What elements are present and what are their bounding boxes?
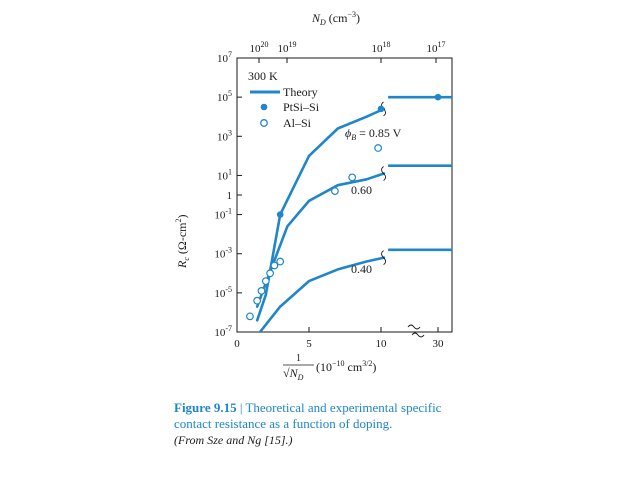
x-tick-label: 5 [306, 338, 312, 350]
curve-break-mark [381, 166, 387, 181]
y-tick-label: 10-1 [214, 207, 232, 222]
ptsi-point [377, 105, 385, 113]
y-tick-label: 10-7 [214, 324, 232, 339]
ptsi-point [434, 93, 442, 101]
legend-al-marker [260, 119, 268, 127]
figure-title: Theoretical and experimental specific co… [174, 400, 442, 431]
curve-label-085: ϕB = 0.85 V [345, 126, 402, 142]
figure-caption: Figure 9.15 | Theoretical and experiment… [174, 400, 474, 448]
plot-frame [236, 57, 453, 333]
y-tick-label: 10-3 [214, 246, 232, 261]
y-axis-title: Rc (Ω-cm2) [174, 215, 191, 269]
top-tick-label: 1018 [372, 40, 391, 55]
y-tick-label: 107 [217, 50, 232, 65]
y-tick-label: 105 [217, 89, 232, 104]
temperature-label: 300 K [248, 69, 278, 83]
x-axis-title: 1 √ND(10−10 cm3/2) [283, 353, 376, 382]
top-axis-ticks: 1020 1019 1018 1017 [250, 40, 446, 63]
al-point [257, 287, 266, 295]
x-tick-label: 10 [376, 338, 388, 350]
al-point [266, 269, 275, 278]
al-point [261, 277, 270, 286]
top-axis-title: ND (cm−3) [311, 10, 360, 27]
curve-label-040: 0.40 [351, 262, 372, 276]
theory-curve [258, 256, 386, 332]
y-tick-label: 10-5 [214, 285, 232, 300]
top-tick-label: 1020 [250, 40, 269, 55]
svg-text:1√ND(10−10 cm3/2): 1 √ND(10−10 cm3/2) [283, 353, 376, 382]
y-tick-label: 101 [217, 167, 232, 182]
al-point [374, 144, 383, 152]
curve-label-060: 0.60 [351, 183, 372, 197]
legend-ptsi-marker [260, 103, 268, 111]
y-tick-label: 1 [227, 190, 233, 202]
y-axis-ticks: 107 105 103 101 1 10-1 10-3 10-5 10-7 [214, 50, 242, 339]
legend: Theory PtSi–Si Al–Si [250, 85, 320, 130]
figure-source: (From Sze and Ng [15].) [174, 433, 293, 447]
al-point [246, 312, 254, 321]
legend-theory-label: Theory [283, 85, 318, 99]
legend-ptsi-label: PtSi–Si [283, 100, 320, 114]
x-tick-label: 0 [234, 338, 240, 350]
x-axis-ticks: 0 5 10 30 [234, 327, 444, 350]
al-point [348, 173, 357, 182]
curve-break-mark [381, 250, 387, 265]
top-tick-label: 1017 [427, 40, 446, 55]
y-tick-label: 103 [217, 128, 232, 143]
al-point [270, 261, 279, 270]
x-tick-label: 30 [433, 338, 445, 350]
data-points [246, 93, 442, 321]
al-point [253, 296, 262, 305]
theory-curve [255, 107, 386, 322]
theory-curves [255, 95, 452, 332]
ptsi-point [276, 211, 284, 218]
contact-resistance-chart: 107 105 103 101 1 10-1 10-3 10-5 10-7 0 5 10 30 102… [174, 10, 453, 382]
al-point [331, 187, 339, 195]
legend-al-label: Al–Si [283, 116, 312, 130]
top-tick-label: 1019 [278, 40, 297, 55]
figure-number: Figure 9.15 [174, 400, 237, 415]
al-point [276, 257, 285, 266]
axis-break-marks [407, 324, 425, 338]
